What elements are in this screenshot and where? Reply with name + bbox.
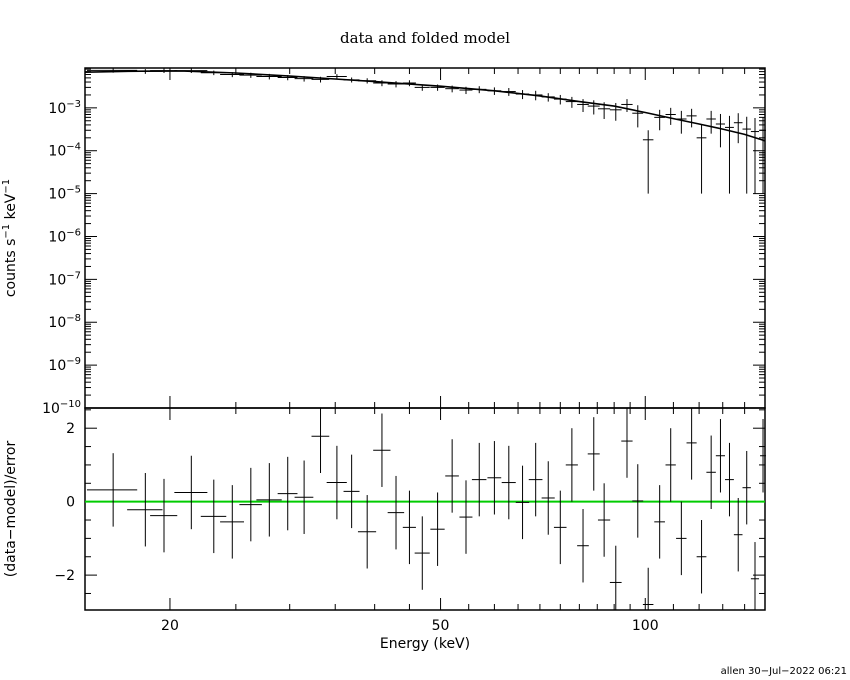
x-tick-label: 100 [632,618,659,634]
y-tick-label: 10−6 [48,227,81,245]
model-line [84,70,766,142]
bottom-panel-data [85,408,766,610]
y-tick-label: 10−10 [42,399,81,417]
top-panel-axes: 10−3 10−4 10−5 10−6 10−7 10−8 10−9 10−10 [42,68,766,417]
x-axis-label: Energy (keV) [380,636,470,652]
y-tick-label: 10−5 [48,185,81,203]
y-tick-label: 10−8 [48,313,81,331]
chart-title: data and folded model [340,29,510,47]
y-tick-label: 10−4 [48,142,81,160]
y-tick-label: 10−9 [48,356,81,374]
top-panel-data [84,68,766,194]
footer-stamp: allen 30−Jul−2022 06:21 [720,666,847,677]
top-y-axis-label: counts s−1 keV−1 [1,179,19,297]
y-tick-label: 10−7 [48,270,81,288]
bottom-y-axis-label: (data−model)/error [3,441,19,578]
top-panel-frame [84,67,766,409]
y-tick-label: −2 [54,568,75,584]
y-tick-label: 2 [66,421,75,437]
y-tick-label: 0 [66,495,75,511]
x-tick-label: 50 [432,618,450,634]
x-tick-label: 20 [161,618,179,634]
y-tick-label: 10−3 [48,99,81,117]
bottom-panel-frame [84,407,766,611]
